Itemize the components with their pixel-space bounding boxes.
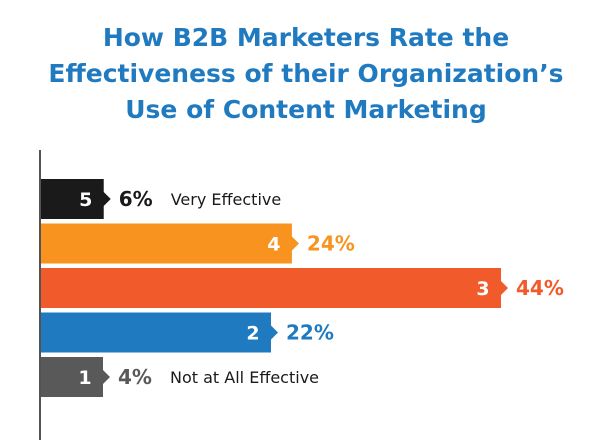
bar-category-label-2: 2: [246, 323, 259, 345]
bar-annotation-1: Not at All Effective: [170, 368, 319, 387]
bars-group: 5 6% Very Effective 4 24% 3 44% 2 22% 1 4% Not at A…: [41, 179, 564, 397]
bar-category-label-3: 3: [476, 278, 489, 300]
chart-title-line-2: Effectiveness of their Organization’s: [48, 59, 563, 88]
chart-title-line-1: How B2B Marketers Rate the: [103, 23, 509, 52]
bar-value-label-4: 24%: [307, 232, 355, 256]
bar-value-label-5: 6%: [119, 187, 153, 211]
bar-category-label-1: 1: [78, 367, 91, 389]
bar-value-label-3: 44%: [516, 276, 564, 300]
bar-5: [41, 179, 111, 219]
bar-category-label-4: 4: [267, 234, 280, 256]
bar-1: [41, 357, 110, 397]
bar-value-label-2: 22%: [286, 321, 334, 345]
bar-3: [41, 268, 508, 308]
bar-annotation-5: Very Effective: [171, 190, 281, 209]
bar-4: [41, 223, 299, 264]
bar-value-label-1: 4%: [118, 365, 152, 389]
chart-title-line-3: Use of Content Marketing: [125, 95, 486, 124]
bar-category-label-5: 5: [79, 189, 92, 211]
bar-2: [41, 312, 278, 353]
